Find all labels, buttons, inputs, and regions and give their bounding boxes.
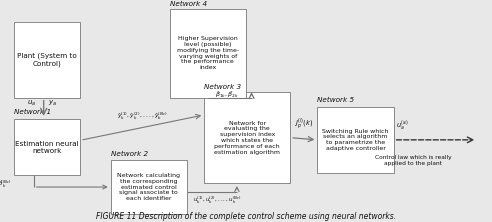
FancyBboxPatch shape <box>111 160 187 214</box>
Text: Network 5: Network 5 <box>317 97 354 103</box>
Text: $\hat{\theta}_k^{(1)}, \hat{\theta}_k^{(2)}, ..., \hat{\theta}_k^{(N_e)}$: $\hat{\theta}_k^{(1)}, \hat{\theta}_k^{(… <box>0 179 11 190</box>
Text: Plant (System to
Control): Plant (System to Control) <box>17 53 77 67</box>
Text: $\hat{y}_k^{(1)}, \hat{y}_k^{(2)}, ..., \hat{y}_k^{(N_e)}$: $\hat{y}_k^{(1)}, \hat{y}_k^{(2)}, ..., … <box>117 111 167 122</box>
Text: Estimation neural
network: Estimation neural network <box>15 141 79 154</box>
Text: $y_a$: $y_a$ <box>48 99 57 108</box>
Text: Network 1: Network 1 <box>14 109 51 115</box>
Text: Control law which is really
applied to the plant: Control law which is really applied to t… <box>375 155 452 166</box>
Text: Switching Rule which
selects an algorithm
to parametrize the
adaptive controller: Switching Rule which selects an algorith… <box>322 129 389 151</box>
Text: FIGURE 11 Description of the complete control scheme using neural networks.: FIGURE 11 Description of the complete co… <box>96 212 396 221</box>
FancyBboxPatch shape <box>170 9 246 98</box>
Text: $J_p^{(i)}(k)$: $J_p^{(i)}(k)$ <box>294 116 313 131</box>
Text: Network 2: Network 2 <box>111 151 148 157</box>
FancyBboxPatch shape <box>14 119 80 175</box>
FancyBboxPatch shape <box>204 92 290 183</box>
Text: $u_a$: $u_a$ <box>27 99 36 108</box>
Text: Network calculating
the corresponding
estimated control
signal associate to
each: Network calculating the corresponding es… <box>117 173 181 201</box>
Text: Network for
evaluating the
supervision index
which states the
performance of eac: Network for evaluating the supervision i… <box>214 121 280 155</box>
Text: $u_k^{(1)}, u_k^{(2)}, ..., u_k^{(N_e)}$: $u_k^{(1)}, u_k^{(2)}, ..., u_k^{(N_e)}$ <box>192 195 241 206</box>
FancyBboxPatch shape <box>14 22 80 98</box>
Text: $u_a^{(s_i)}$: $u_a^{(s_i)}$ <box>396 119 409 132</box>
FancyBboxPatch shape <box>317 107 394 173</box>
Text: Network 4: Network 4 <box>170 1 207 7</box>
Text: $\hat{\beta}_{1k}, \hat{\beta}_{2k}$: $\hat{\beta}_{1k}, \hat{\beta}_{2k}$ <box>215 89 239 100</box>
Text: Network 3: Network 3 <box>204 84 241 90</box>
Text: Higher Supervision
level (possible)
modifying the time-
varying weights of
the p: Higher Supervision level (possible) modi… <box>177 36 239 70</box>
